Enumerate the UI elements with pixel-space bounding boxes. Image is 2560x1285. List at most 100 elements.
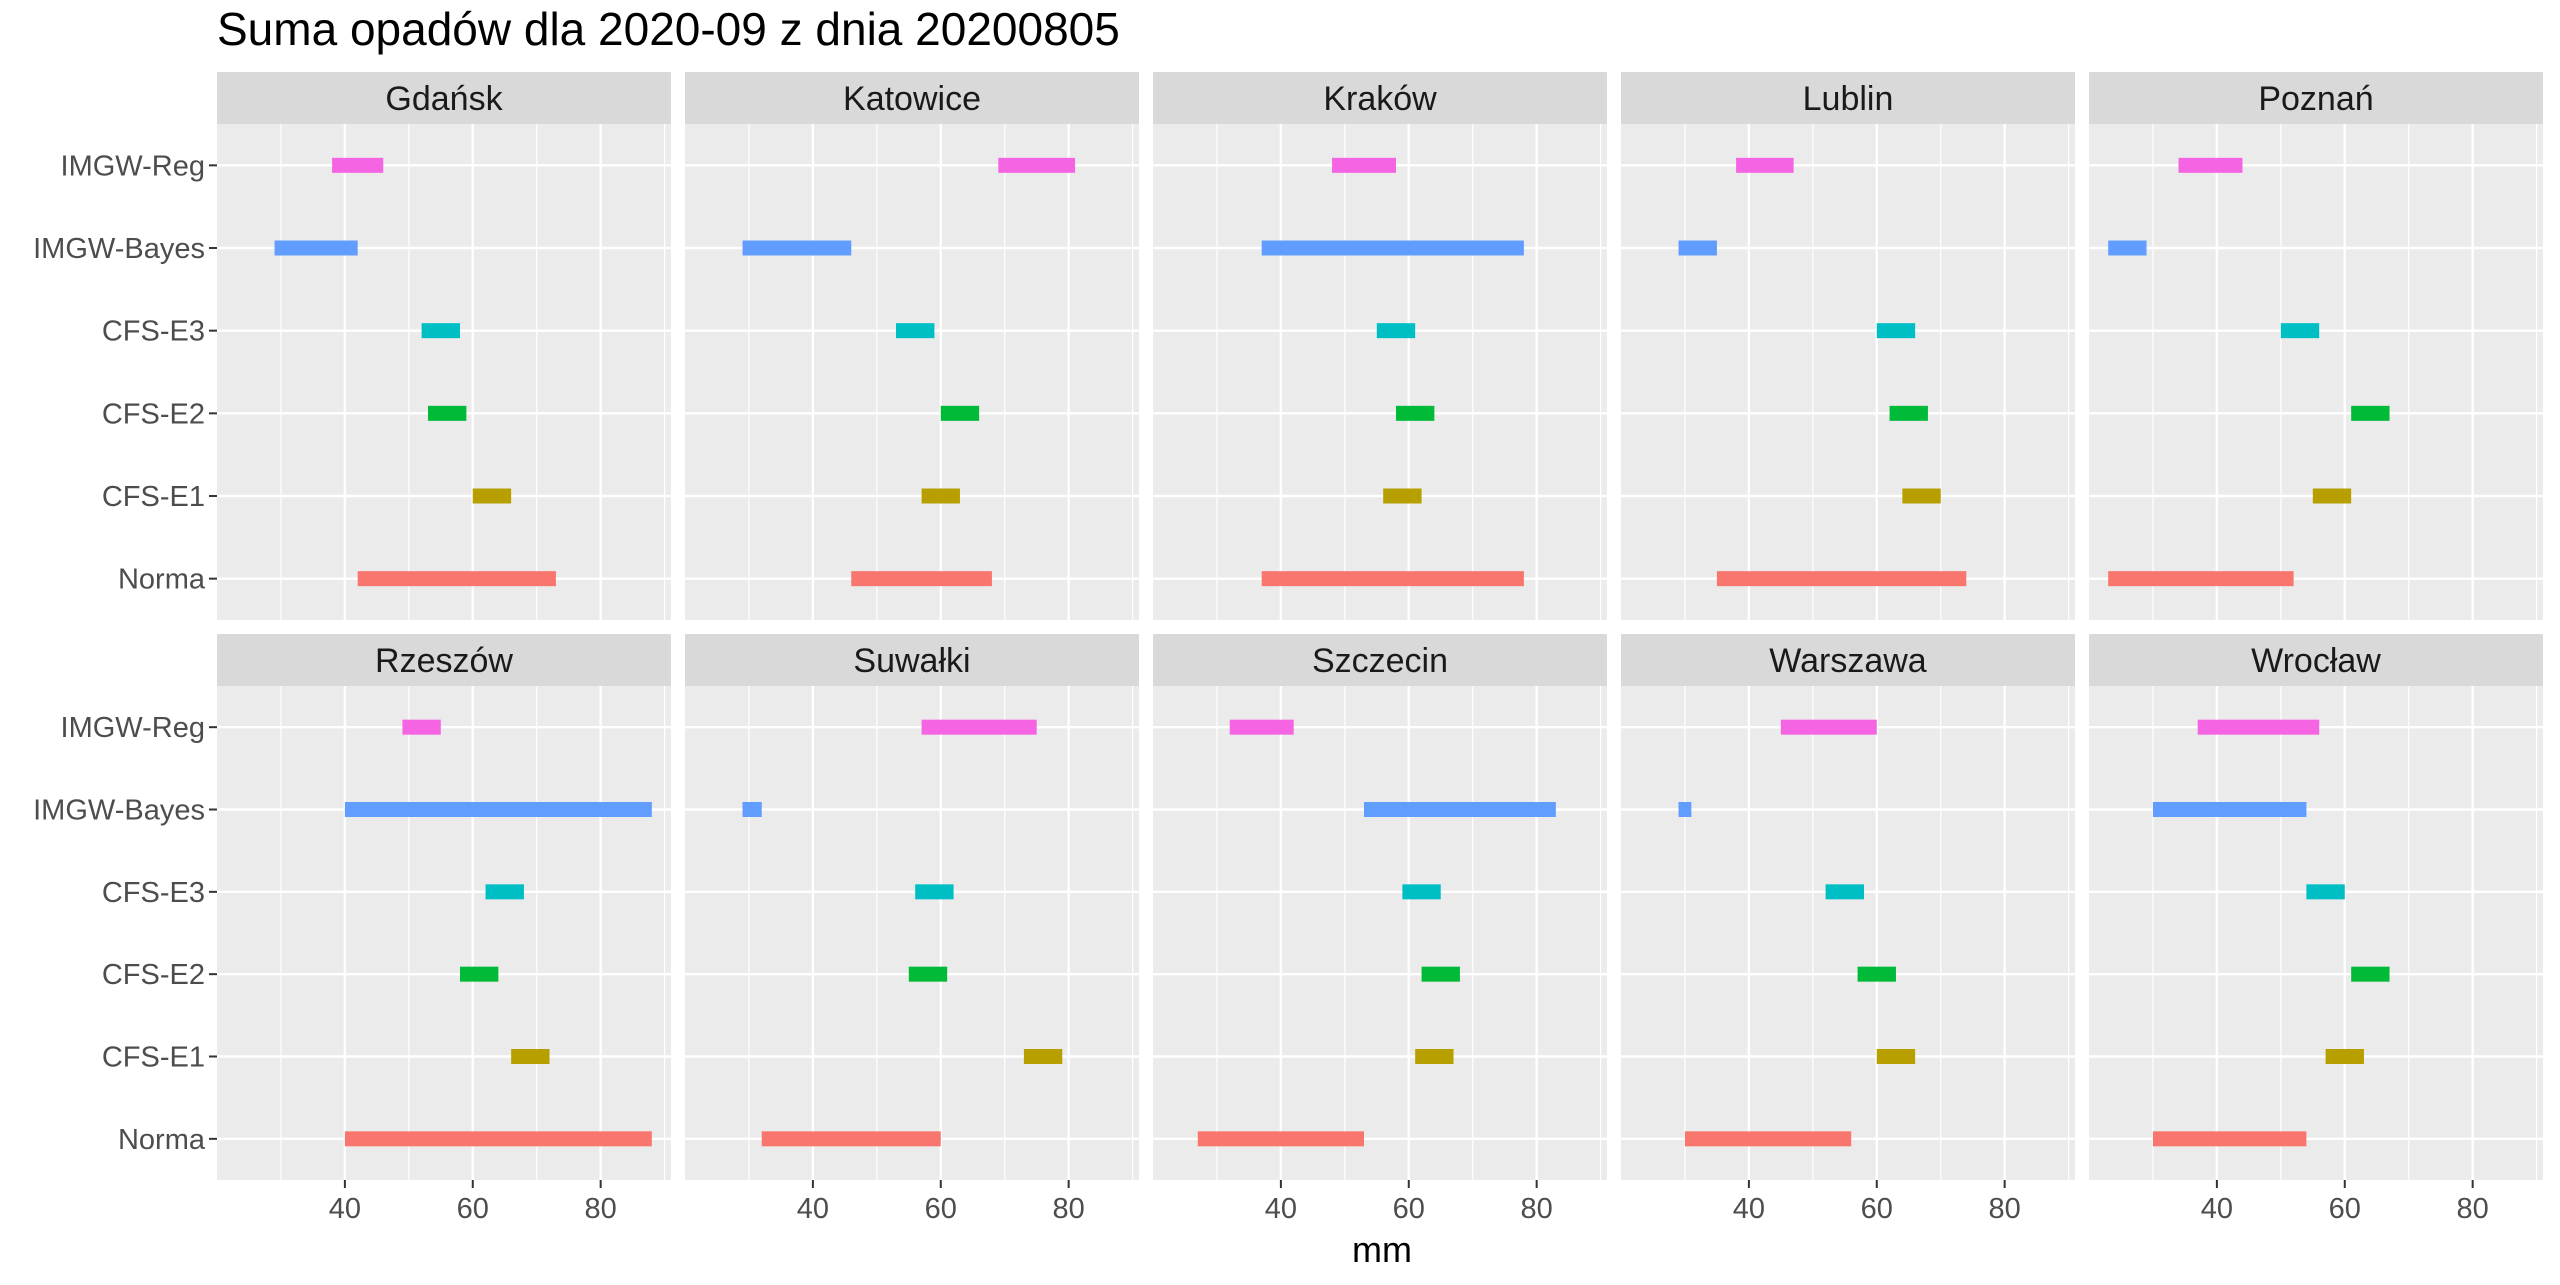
range-bar-imgw-reg <box>332 157 384 173</box>
panel-warszawa: Warszawa 40 60 80 <box>1621 634 2075 1225</box>
range-bar-cfs-e2 <box>1421 966 1460 982</box>
panel-szczecin: Szczecin 40 60 80 <box>1153 634 1607 1225</box>
range-bar-cfs-e2 <box>2351 966 2390 982</box>
range-bar-cfs-e3 <box>2280 323 2320 339</box>
y-tick-label: CFS-E2 <box>102 959 205 991</box>
panel-title-suwalki: Suwałki <box>853 642 970 680</box>
range-bar-cfs-e2 <box>908 966 948 982</box>
range-bar-cfs-e2 <box>459 966 499 982</box>
range-bar-imgw-reg <box>2178 157 2243 173</box>
y-tick-label: CFS-E1 <box>102 481 205 513</box>
x-tick-label: 60 <box>1393 1193 1425 1225</box>
x-tick-label: 80 <box>1521 1193 1553 1225</box>
panel-suwalki: Suwałki 40 60 80 <box>685 634 1139 1225</box>
panel-title-szczecin: Szczecin <box>1312 642 1448 680</box>
panel-strip <box>217 72 671 124</box>
range-bar-cfs-e1 <box>1902 488 1941 504</box>
panel-poznan: Poznań <box>2089 72 2543 620</box>
range-bar-cfs-e3 <box>2306 884 2345 900</box>
panel-strip <box>2089 72 2543 124</box>
range-bar-imgw-reg <box>2197 719 2320 735</box>
x-tick-label: 80 <box>2457 1193 2489 1225</box>
y-tick-label: CFS-E3 <box>102 316 205 348</box>
range-bar-cfs-e3 <box>421 323 460 339</box>
panels-layer: Gdańsk IMGW-Reg IMGW-Bayes CFS-E3 CFS-E2 CFS-… <box>33 72 2543 1225</box>
panel-strip <box>685 634 1139 686</box>
range-bar-cfs-e2 <box>2351 405 2390 421</box>
range-bar-imgw-bayes <box>274 240 358 256</box>
panel-background <box>217 124 671 620</box>
panel-gdansk: Gdańsk IMGW-Reg IMGW-Bayes CFS-E3 CFS-E2 CFS-… <box>33 72 671 620</box>
range-bar-norma <box>1716 571 1967 587</box>
x-tick-label: 60 <box>1861 1193 1893 1225</box>
range-bar-cfs-e1 <box>921 488 960 504</box>
range-bar-norma <box>357 571 556 587</box>
range-bar-cfs-e1 <box>2312 488 2352 504</box>
y-tick-label: CFS-E2 <box>102 398 205 430</box>
range-bar-norma <box>344 1131 652 1147</box>
x-tick-label: 60 <box>2329 1193 2361 1225</box>
panel-title-krakow: Kraków <box>1323 80 1437 118</box>
panel-rzeszow: Rzeszów IMGW-Reg IMGW-Bayes CFS-E3 CFS-E2 CFS… <box>33 634 671 1225</box>
range-bar-cfs-e3 <box>1825 884 1864 900</box>
range-bar-imgw-reg <box>1736 157 1794 173</box>
panel-title-gdansk: Gdańsk <box>385 80 503 118</box>
range-bar-imgw-bayes <box>742 240 852 256</box>
x-tick-label: 80 <box>585 1193 617 1225</box>
panel-strip <box>1621 72 2075 124</box>
range-bar-cfs-e2 <box>1889 405 1928 421</box>
x-tick-label: 40 <box>1265 1193 1297 1225</box>
range-bar-cfs-e3 <box>1402 884 1441 900</box>
x-tick-label: 40 <box>2201 1193 2233 1225</box>
panel-wroclaw: Wrocław 40 60 80 <box>2089 634 2543 1225</box>
panel-background <box>1621 124 2075 620</box>
range-bar-cfs-e2 <box>428 405 467 421</box>
range-bar-norma <box>1684 1131 1852 1147</box>
range-bar-cfs-e3 <box>896 323 935 339</box>
range-bar-norma <box>2108 571 2294 587</box>
panel-strip <box>1153 634 1607 686</box>
x-tick-label: 80 <box>1053 1193 1085 1225</box>
panel-background <box>217 686 671 1180</box>
range-bar-cfs-e1 <box>1383 488 1422 504</box>
range-bar-cfs-e1 <box>2325 1049 2364 1064</box>
panel-strip <box>2089 634 2543 686</box>
range-bar-imgw-bayes <box>1678 802 1692 817</box>
panel-background <box>2089 686 2543 1180</box>
panel-katowice: Katowice <box>685 72 1139 620</box>
panel-strip <box>1153 72 1607 124</box>
y-tick-label: IMGW-Bayes <box>33 795 205 827</box>
range-bar-imgw-reg <box>1332 157 1396 173</box>
range-bar-cfs-e1 <box>1415 1049 1454 1064</box>
y-tick-label: IMGW-Reg <box>61 712 205 744</box>
y-tick-label: IMGW-Reg <box>61 150 205 182</box>
range-bar-imgw-bayes <box>1261 240 1524 256</box>
range-bar-imgw-reg <box>402 719 441 735</box>
x-tick-label: 40 <box>797 1193 829 1225</box>
x-tick-label: 60 <box>925 1193 957 1225</box>
range-bar-cfs-e2 <box>1395 405 1435 421</box>
x-tick-label: 80 <box>1989 1193 2021 1225</box>
panel-title-rzeszow: Rzeszów <box>375 642 513 680</box>
range-bar-cfs-e1 <box>511 1049 550 1064</box>
x-tick-label: 60 <box>457 1193 489 1225</box>
y-tick-label: IMGW-Bayes <box>33 233 205 265</box>
range-bar-norma <box>1261 571 1524 587</box>
panel-strip <box>685 72 1139 124</box>
range-bar-norma <box>1197 1131 1365 1147</box>
panel-background <box>1153 686 1607 1180</box>
panel-title-lublin: Lublin <box>1803 80 1894 118</box>
panel-background <box>1153 124 1607 620</box>
range-bar-cfs-e1 <box>472 488 512 504</box>
panel-strip <box>1621 634 2075 686</box>
y-tick-label: CFS-E3 <box>102 877 205 909</box>
range-bar-cfs-e3 <box>915 884 954 900</box>
panel-background <box>685 686 1139 1180</box>
range-bar-cfs-e3 <box>1376 323 1416 339</box>
range-bar-norma <box>2152 1131 2307 1147</box>
range-bar-cfs-e3 <box>1876 323 1916 339</box>
y-tick-label: Norma <box>118 1124 206 1156</box>
range-bar-cfs-e2 <box>940 405 980 421</box>
range-bar-imgw-bayes <box>2152 802 2307 817</box>
